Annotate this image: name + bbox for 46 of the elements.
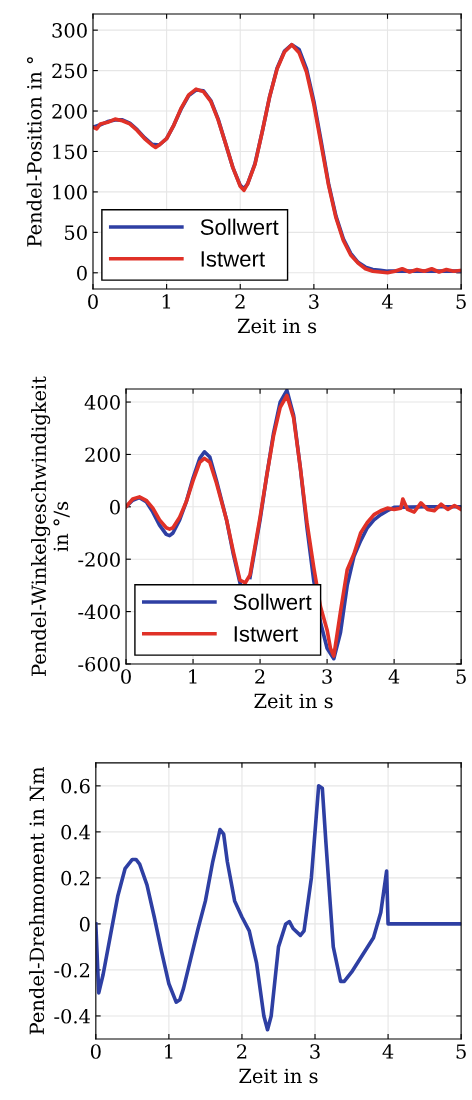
x-axis-title: Zeit in s — [239, 1068, 318, 1084]
y-tick-label: 0 — [110, 499, 120, 515]
legend-label: Sollwert — [200, 218, 279, 235]
x-tick-label: 5 — [456, 669, 466, 684]
y-tick-label: 300 — [52, 23, 87, 38]
y-tick-label: 0 — [77, 265, 87, 281]
x-tick-label: 1 — [162, 294, 171, 309]
y-tick-label: 0.6 — [61, 778, 90, 794]
y-tick-label: 200 — [52, 103, 87, 119]
legend-label: Istwert — [234, 626, 298, 642]
y-tick-label: 100 — [53, 184, 87, 200]
line-series — [95, 784, 462, 1032]
y-axis-title: Pendel-Drehmoment in Nm — [29, 767, 45, 1035]
y-tick-label: 0.4 — [61, 824, 90, 840]
y-axis-title: Pendel-Winkelgeschwindigkeit in °/s — [31, 376, 70, 676]
x-tick-label: 2 — [237, 1044, 247, 1059]
x-tick-label: 2 — [235, 294, 245, 309]
y-tick-label: -0.2 — [54, 962, 90, 978]
x-tick-label: 1 — [189, 669, 197, 684]
y-tick-label: 150 — [53, 144, 87, 160]
x-axis-title: Zeit in s — [254, 693, 333, 709]
x-tick-label: 4 — [388, 669, 400, 684]
y-tick-label: 400 — [84, 395, 120, 410]
legend-label: Istwert — [201, 251, 265, 267]
x-tick-label: 0 — [121, 669, 131, 684]
x-tick-label: 1 — [165, 1044, 173, 1059]
x-tick-label: 2 — [255, 669, 265, 684]
y-tick-label: -400 — [78, 604, 120, 620]
y-tick-label: -0.4 — [54, 1008, 90, 1024]
y-axis-title: Pendel-Position in ° — [26, 57, 42, 247]
y-tick-label: 50 — [65, 225, 87, 241]
y-tick-label: 200 — [85, 447, 120, 463]
x-tick-label: 3 — [310, 1044, 320, 1059]
x-tick-label: 4 — [381, 294, 393, 309]
x-tick-label: 5 — [456, 1044, 466, 1059]
y-tick-label: 250 — [52, 63, 87, 79]
x-tick-label: 3 — [309, 294, 319, 309]
y-tick-label: 0 — [79, 916, 90, 932]
y-tick-label: 0.2 — [61, 870, 90, 886]
legend-label: Sollwert — [233, 593, 312, 610]
x-tick-label: 5 — [456, 294, 466, 309]
x-axis-title: Zeit in s — [237, 318, 317, 334]
y-tick-label: -200 — [78, 552, 120, 567]
x-tick-label: 4 — [382, 1044, 394, 1059]
y-tick-label: -600 — [78, 656, 120, 672]
x-tick-label: 3 — [322, 669, 332, 684]
